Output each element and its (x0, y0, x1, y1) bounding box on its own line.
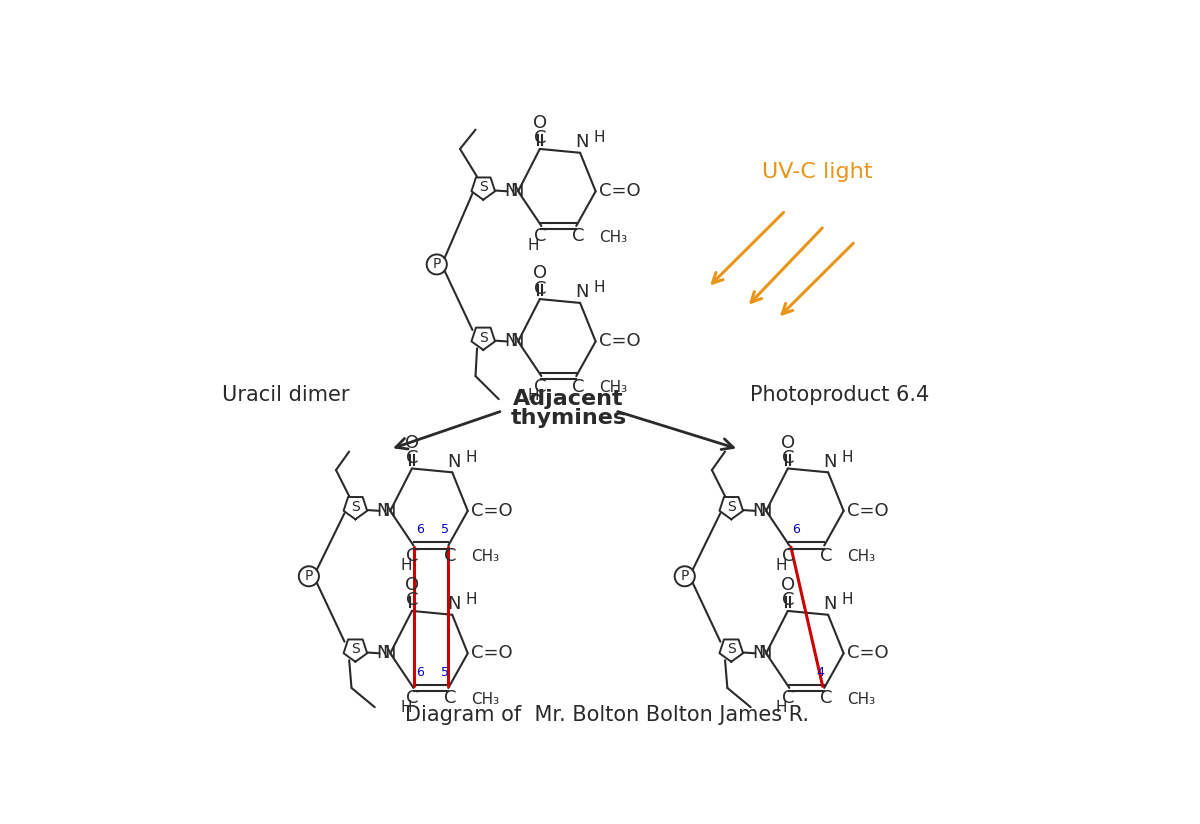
Text: C: C (534, 227, 546, 246)
Text: C=O: C=O (470, 644, 512, 662)
Text: CH₃: CH₃ (600, 230, 628, 245)
Text: N: N (505, 182, 518, 200)
Text: N: N (448, 595, 461, 613)
Text: N: N (510, 332, 524, 350)
Text: O: O (404, 433, 419, 452)
Text: H: H (593, 280, 605, 295)
Text: H: H (400, 558, 412, 573)
Text: H: H (466, 592, 476, 607)
Text: N: N (758, 502, 772, 520)
Text: 6: 6 (792, 523, 799, 536)
Text: N: N (383, 502, 396, 520)
Text: 6: 6 (415, 523, 424, 536)
Text: 5: 5 (440, 523, 449, 536)
Text: C: C (781, 449, 794, 467)
Text: CH₃: CH₃ (847, 692, 876, 707)
Text: H: H (528, 238, 539, 253)
Text: N: N (758, 644, 772, 662)
Text: C: C (781, 690, 794, 708)
Text: O: O (533, 265, 547, 282)
Text: H: H (466, 450, 476, 465)
Text: P: P (432, 257, 440, 271)
Text: N: N (575, 283, 588, 302)
Text: N: N (377, 502, 390, 520)
Text: C: C (820, 547, 832, 565)
Text: C: C (406, 449, 419, 467)
Text: thymines: thymines (510, 409, 626, 428)
Text: C: C (781, 592, 794, 610)
Text: H: H (593, 130, 605, 145)
Text: O: O (781, 576, 794, 594)
Text: C=O: C=O (599, 332, 641, 350)
Text: Photoproduct 6.4: Photoproduct 6.4 (750, 386, 929, 405)
Text: N: N (823, 453, 836, 471)
Text: S: S (479, 330, 487, 344)
Text: C: C (534, 377, 546, 396)
Text: C: C (534, 129, 546, 147)
Text: C: C (571, 227, 584, 246)
Text: C=O: C=O (470, 502, 512, 520)
Text: 4: 4 (816, 666, 824, 679)
Text: C: C (406, 690, 419, 708)
Text: H: H (528, 388, 539, 404)
Text: 5: 5 (440, 666, 449, 679)
Text: H: H (776, 700, 787, 715)
Text: C=O: C=O (847, 502, 888, 520)
Text: CH₃: CH₃ (600, 380, 628, 395)
Text: N: N (823, 595, 836, 613)
Text: C: C (444, 547, 456, 565)
Text: O: O (781, 433, 794, 452)
Text: N: N (377, 644, 390, 662)
Text: S: S (352, 643, 360, 657)
Text: P: P (305, 569, 313, 583)
Text: N: N (575, 133, 588, 152)
Text: C=O: C=O (847, 644, 888, 662)
Text: CH₃: CH₃ (472, 692, 499, 707)
Text: O: O (533, 114, 547, 132)
Text: N: N (383, 644, 396, 662)
Text: CH₃: CH₃ (472, 550, 499, 564)
Text: N: N (752, 644, 766, 662)
Text: C: C (444, 690, 456, 708)
Text: Adjacent: Adjacent (514, 389, 624, 410)
Text: H: H (776, 558, 787, 573)
Text: CH₃: CH₃ (847, 550, 876, 564)
Text: N: N (505, 332, 518, 350)
Text: S: S (352, 500, 360, 514)
Text: S: S (727, 643, 736, 657)
Text: O: O (404, 576, 419, 594)
Text: C=O: C=O (599, 182, 641, 200)
Text: P: P (680, 569, 689, 583)
Text: Uracil dimer: Uracil dimer (222, 386, 349, 405)
Text: H: H (841, 450, 853, 465)
Text: H: H (841, 592, 853, 607)
Text: N: N (510, 182, 524, 200)
Text: C: C (406, 592, 419, 610)
Text: 6: 6 (415, 666, 424, 679)
Text: C: C (534, 279, 546, 297)
Text: C: C (781, 547, 794, 565)
Text: N: N (752, 502, 766, 520)
Text: H: H (400, 700, 412, 715)
Text: C: C (406, 547, 419, 565)
Text: UV-C light: UV-C light (762, 162, 872, 182)
Text: S: S (479, 180, 487, 194)
Text: Diagram of  Mr. Bolton Bolton James R.: Diagram of Mr. Bolton Bolton James R. (406, 705, 809, 725)
Text: C: C (820, 690, 832, 708)
Text: S: S (727, 500, 736, 514)
Text: N: N (448, 453, 461, 471)
Text: C: C (571, 377, 584, 396)
